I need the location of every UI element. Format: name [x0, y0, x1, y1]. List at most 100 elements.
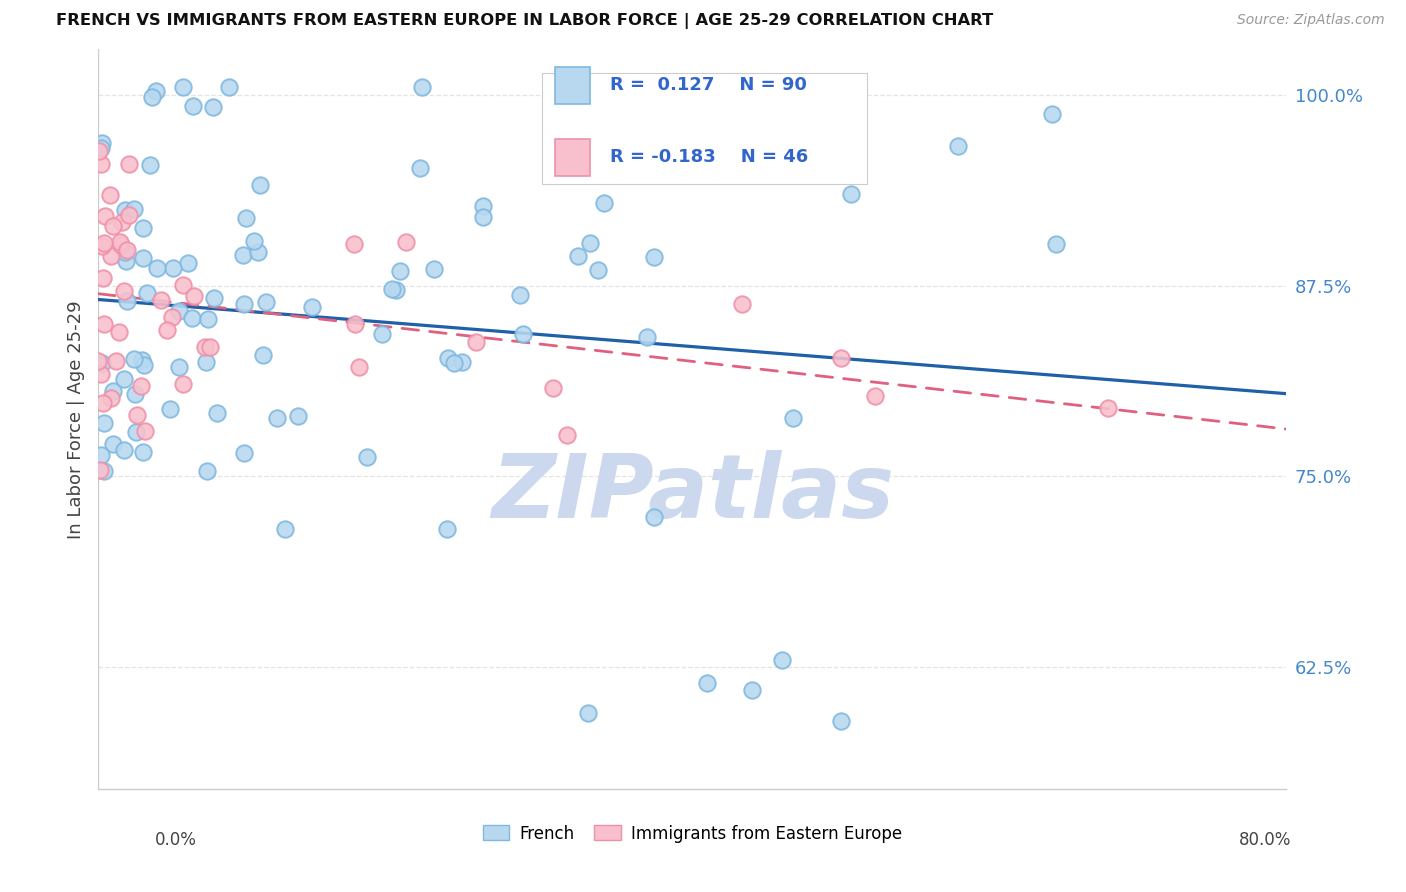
Point: [87, 145, 110, 159]
Point: [90, 448, 112, 462]
Point: [104, 354, 127, 368]
Point: [132, 358, 155, 372]
Point: [443, 356, 465, 370]
Point: [344, 317, 367, 331]
Point: [100, 392, 122, 406]
Point: [90, 141, 112, 155]
Point: [381, 282, 404, 296]
Point: [472, 199, 495, 213]
Point: [731, 297, 754, 311]
Point: [132, 251, 155, 265]
Point: [125, 425, 148, 439]
Point: [110, 237, 132, 252]
Point: [464, 334, 486, 349]
Point: [555, 428, 578, 442]
Point: [135, 285, 157, 300]
Point: [111, 214, 134, 228]
Point: [385, 284, 408, 298]
Point: [389, 263, 412, 277]
Point: [472, 210, 495, 224]
Point: [172, 278, 194, 293]
Point: [118, 208, 141, 222]
Text: ZIPatlas: ZIPatlas: [491, 450, 894, 537]
Point: [395, 235, 418, 249]
Point: [98, 188, 121, 202]
Point: [586, 263, 609, 277]
Point: [115, 243, 138, 257]
Point: [436, 522, 458, 536]
Point: [436, 351, 458, 365]
Point: [93, 417, 115, 431]
Point: [91, 238, 114, 252]
Text: R =  0.127    N = 90: R = 0.127 N = 90: [610, 77, 807, 95]
Point: [93, 236, 115, 251]
Point: [451, 355, 474, 369]
Point: [247, 244, 270, 259]
Point: [91, 396, 114, 410]
Point: [197, 311, 219, 326]
Point: [145, 84, 167, 98]
Point: [103, 219, 125, 234]
Point: [195, 355, 218, 369]
Point: [274, 522, 297, 536]
Point: [371, 326, 394, 341]
Point: [132, 445, 155, 459]
Point: [863, 389, 886, 403]
Point: [235, 211, 257, 225]
Point: [114, 244, 136, 259]
Point: [167, 360, 190, 375]
Point: [201, 101, 224, 115]
Point: [347, 360, 370, 375]
Point: [218, 80, 240, 95]
Point: [132, 221, 155, 235]
Point: [183, 99, 205, 113]
Point: [643, 250, 665, 264]
Point: [301, 300, 323, 314]
Point: [232, 446, 254, 460]
Point: [131, 353, 153, 368]
Point: [118, 157, 141, 171]
Point: [124, 387, 146, 401]
Point: [770, 653, 793, 667]
Point: [242, 235, 264, 249]
Point: [112, 443, 135, 458]
Point: [156, 323, 179, 337]
Point: [183, 289, 205, 303]
Point: [252, 348, 274, 362]
Point: [180, 310, 202, 325]
Point: [567, 249, 589, 263]
Point: [129, 379, 152, 393]
Text: 80.0%: 80.0%: [1239, 831, 1292, 849]
Point: [636, 330, 658, 344]
Point: [87, 354, 110, 368]
Point: [108, 235, 131, 250]
Text: Source: ZipAtlas.com: Source: ZipAtlas.com: [1237, 13, 1385, 28]
Point: [134, 424, 156, 438]
Point: [90, 136, 112, 150]
Point: [205, 406, 228, 420]
Point: [249, 178, 271, 192]
Point: [117, 293, 139, 308]
Point: [90, 367, 112, 381]
Point: [100, 249, 122, 263]
Point: [127, 409, 149, 423]
Point: [342, 236, 364, 251]
Point: [579, 236, 602, 251]
Point: [150, 293, 173, 307]
Point: [256, 294, 278, 309]
Point: [103, 436, 125, 450]
FancyBboxPatch shape: [554, 138, 591, 176]
Point: [90, 156, 112, 170]
Point: [409, 161, 432, 175]
Point: [1097, 401, 1119, 415]
Point: [89, 463, 111, 477]
Point: [195, 464, 218, 478]
Point: [114, 253, 136, 268]
Point: [94, 209, 117, 223]
Point: [172, 80, 194, 95]
Point: [1045, 237, 1067, 252]
Point: [541, 382, 564, 396]
Point: [162, 260, 184, 275]
Point: [266, 410, 288, 425]
Point: [411, 80, 433, 95]
